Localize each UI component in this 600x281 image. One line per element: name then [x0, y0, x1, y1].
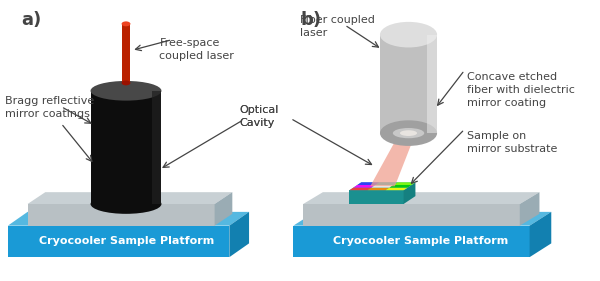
Polygon shape [303, 204, 520, 226]
Polygon shape [28, 192, 232, 204]
Polygon shape [530, 212, 551, 257]
Polygon shape [358, 182, 379, 185]
Polygon shape [353, 185, 376, 188]
Text: Optical
Cavity: Optical Cavity [239, 105, 278, 128]
Polygon shape [349, 188, 371, 190]
Text: Cryocooler Sample Platform: Cryocooler Sample Platform [332, 236, 508, 246]
Ellipse shape [122, 80, 130, 85]
Polygon shape [91, 91, 161, 204]
Polygon shape [404, 182, 415, 204]
Polygon shape [376, 182, 397, 185]
Text: Sample on
mirror substrate: Sample on mirror substrate [467, 131, 557, 154]
Ellipse shape [91, 194, 161, 214]
Text: Free-space
coupled laser: Free-space coupled laser [160, 38, 235, 61]
Text: a): a) [22, 11, 42, 29]
Polygon shape [293, 226, 530, 257]
Polygon shape [368, 188, 389, 190]
Polygon shape [520, 192, 539, 226]
Polygon shape [8, 212, 249, 226]
Text: Optical
Cavity: Optical Cavity [239, 105, 278, 128]
Polygon shape [293, 212, 551, 226]
Polygon shape [370, 131, 416, 186]
Polygon shape [122, 24, 130, 83]
Text: Bragg reflective
mirror coatings: Bragg reflective mirror coatings [5, 96, 94, 119]
Ellipse shape [122, 21, 130, 26]
Ellipse shape [400, 130, 417, 136]
Text: Cryocooler Sample Platform: Cryocooler Sample Platform [39, 236, 214, 246]
Polygon shape [389, 185, 412, 188]
Ellipse shape [380, 120, 437, 146]
Text: b): b) [300, 11, 322, 29]
Polygon shape [215, 192, 232, 226]
Text: Concave etched
fiber with dielectric
mirror coating: Concave etched fiber with dielectric mir… [467, 72, 574, 108]
Polygon shape [349, 190, 404, 204]
Ellipse shape [380, 22, 437, 47]
Polygon shape [349, 182, 415, 190]
Polygon shape [28, 204, 215, 226]
Ellipse shape [393, 128, 424, 138]
Polygon shape [8, 226, 229, 257]
Polygon shape [229, 212, 249, 257]
Polygon shape [152, 91, 161, 204]
Polygon shape [394, 182, 415, 185]
Polygon shape [380, 35, 437, 133]
Text: Fiber coupled
laser: Fiber coupled laser [300, 15, 375, 38]
Polygon shape [427, 35, 437, 133]
Ellipse shape [91, 81, 161, 101]
Polygon shape [386, 188, 407, 190]
Polygon shape [303, 192, 539, 204]
Polygon shape [371, 185, 394, 188]
